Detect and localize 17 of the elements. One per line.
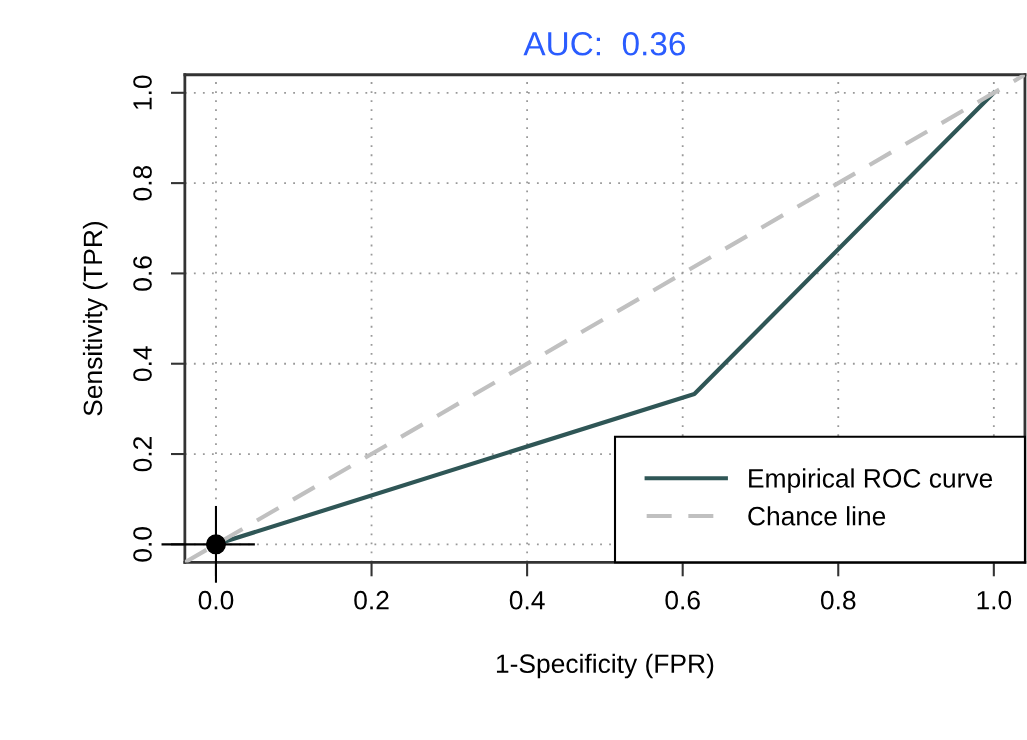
y-tick-label: 0.2 — [133, 437, 152, 472]
y-tick-label: 0.8 — [133, 165, 152, 201]
y-tick-label: 0.4 — [133, 346, 152, 382]
x-tick-label: 0.2 — [354, 590, 389, 610]
y-axis-title: Sensitivity (TPR) — [82, 221, 108, 416]
y-tick-label: 0.6 — [133, 256, 152, 291]
x-tick-label: 1.0 — [977, 590, 1012, 610]
x-axis-title: 1-Specificity (FPR) — [496, 653, 714, 679]
x-tick-label: 0.6 — [665, 590, 700, 610]
legend-label: Chance line — [748, 506, 886, 526]
x-tick-label: 0.4 — [509, 590, 545, 610]
y-tick-label: 1.0 — [133, 75, 152, 110]
x-tick-label: 0.0 — [198, 590, 234, 610]
legend-label: Empirical ROC curve — [749, 468, 993, 493]
y-tick-label: 0.0 — [133, 527, 152, 562]
chart-title: AUC: 0.36 — [523, 32, 685, 56]
x-tick-label: 0.8 — [820, 590, 856, 610]
